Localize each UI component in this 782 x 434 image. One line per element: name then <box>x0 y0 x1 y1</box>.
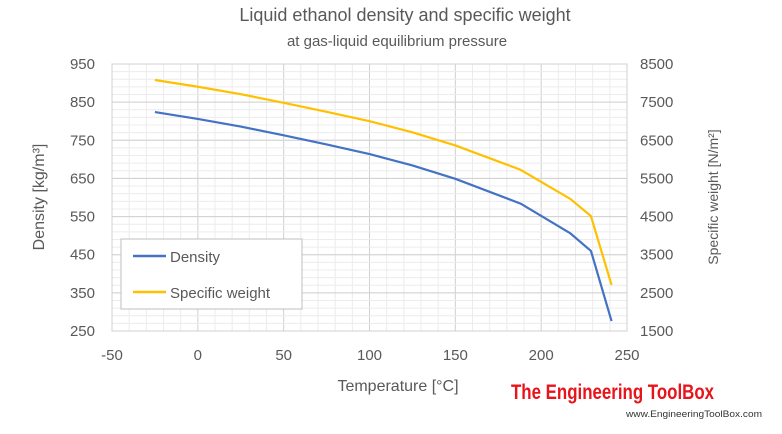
y2-tick-label: 6500 <box>640 132 673 149</box>
y-tick-label: 250 <box>70 323 95 340</box>
y2-tick-label: 2500 <box>640 285 673 302</box>
legend-label-density: Density <box>170 249 221 266</box>
legend-label-specific-weight: Specific weight <box>170 285 271 302</box>
chart-title: Liquid ethanol density and specific weig… <box>239 5 570 25</box>
y-tick-label: 650 <box>70 170 95 187</box>
legend-box <box>120 238 303 310</box>
y-tick-label: 750 <box>70 132 95 149</box>
y2-tick-label: 5500 <box>640 170 673 187</box>
y-tick-label: 450 <box>70 247 95 264</box>
x-axis-label: Temperature [°C] <box>337 378 458 395</box>
y2-tick-label: 4500 <box>640 209 673 226</box>
y-tick-label: 350 <box>70 285 95 302</box>
x-tick-label: 250 <box>614 347 639 364</box>
tick-labels: -50 0 50 100 150 200 250 250 350 450 550 650 750 850 9… <box>70 56 673 364</box>
x-tick-label: 0 <box>194 347 202 364</box>
series-line-density <box>154 110 613 322</box>
x-tick-label: 200 <box>529 347 554 364</box>
series-line-specific-weight <box>154 78 613 286</box>
y-tick-label: 950 <box>70 56 95 73</box>
x-tick-label: 100 <box>357 347 382 364</box>
x-tick-label: 50 <box>275 347 292 364</box>
y2-tick-label: 1500 <box>640 323 673 340</box>
series-layer <box>154 78 613 322</box>
y2-tick-label: 3500 <box>640 247 673 264</box>
y2-axis-label: Specific weight [N/m²] <box>705 129 721 264</box>
watermark-url: www.EngineeringToolBox.com <box>625 409 762 419</box>
plot-area-border <box>111 63 628 332</box>
chart-subtitle: at gas-liquid equilibrium pressure <box>287 33 507 50</box>
y-axis-label: Density [kg/m³] <box>31 144 48 251</box>
x-tick-label: -50 <box>101 347 123 364</box>
legend: Density Specific weight <box>120 238 303 310</box>
y-tick-label: 550 <box>70 209 95 226</box>
watermark-logo: The Engineering ToolBox www.EngineeringT… <box>511 381 762 419</box>
y-tick-label: 850 <box>70 94 95 111</box>
y2-tick-label: 7500 <box>640 94 673 111</box>
y2-tick-label: 8500 <box>640 56 673 73</box>
x-tick-label: 150 <box>443 347 468 364</box>
watermark-brand: The Engineering ToolBox <box>511 381 714 404</box>
